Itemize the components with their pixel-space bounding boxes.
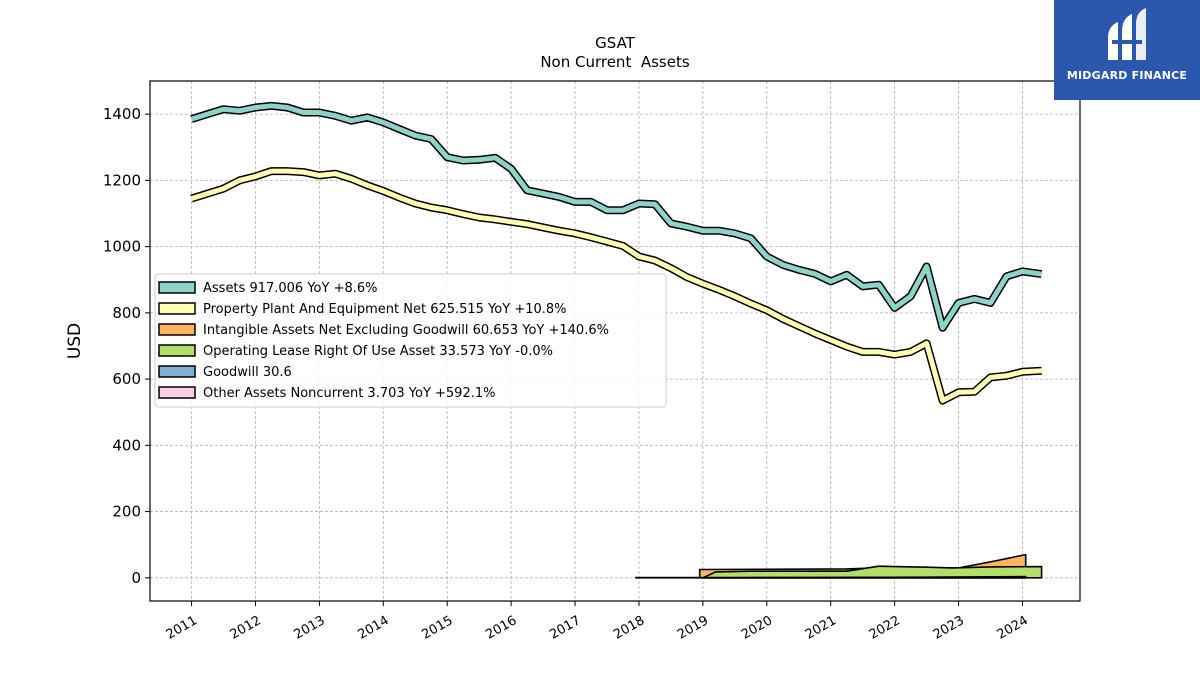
chart-title: GSAT <box>595 34 636 52</box>
series-line-property-plant-and-equipment-net <box>190 168 1042 404</box>
legend-label: Assets 917.006 YoY +8.6% <box>203 281 378 296</box>
legend-swatch <box>158 281 196 294</box>
x-tick-label: 2017 <box>547 613 583 643</box>
x-tick-label: 2016 <box>483 613 519 643</box>
x-tick-label: 2012 <box>228 613 264 643</box>
x-tick-label: 2011 <box>164 613 200 643</box>
legend: Assets 917.006 YoY +8.6% Property Plant A… <box>154 273 667 408</box>
series-layer <box>190 101 1043 579</box>
x-tick-label: 2013 <box>292 613 328 643</box>
y-tick-label: 600 <box>112 370 141 388</box>
legend-swatch <box>158 302 196 315</box>
x-tick-label: 2020 <box>739 613 775 643</box>
x-tick-label: 2019 <box>675 613 711 643</box>
y-tick-label: 1000 <box>103 238 141 256</box>
x-tick-label: 2015 <box>419 613 455 643</box>
legend-box <box>154 273 667 408</box>
legend-swatch <box>158 344 196 357</box>
legend-swatch <box>158 323 196 336</box>
legend-label: Property Plant And Equipment Net 625.515… <box>203 302 567 317</box>
legend-swatch <box>158 386 196 399</box>
x-tick-label: 2022 <box>867 613 903 643</box>
y-tick-label: 200 <box>112 503 141 521</box>
y-tick-label: 0 <box>131 569 141 587</box>
y-tick-label: 800 <box>112 304 141 322</box>
legend-swatch <box>158 365 196 378</box>
plot-frame <box>149 80 1081 602</box>
legend-label: Operating Lease Right Of Use Asset 33.57… <box>203 344 553 359</box>
y-tick-label: 1400 <box>103 105 141 123</box>
chart-subtitle: Non Current Assets <box>540 53 690 71</box>
legend-label: Goodwill 30.6 <box>203 365 292 380</box>
legend-label: Intangible Assets Net Excluding Goodwill… <box>203 323 609 338</box>
y-tick-label: 1200 <box>103 171 141 189</box>
brand-name: MIDGARD FINANCE <box>1066 69 1188 82</box>
brand-logo: MIDGARD FINANCE <box>1054 0 1200 100</box>
y-tick-label: 400 <box>112 436 141 454</box>
y-axis-label: USD <box>65 323 85 359</box>
x-tick-label: 2023 <box>931 613 967 643</box>
legend-label: Other Assets Noncurrent 3.703 YoY +592.1… <box>203 386 495 401</box>
series-area-other-assets-noncurrent <box>635 575 1027 579</box>
x-tick-label: 2024 <box>995 613 1031 643</box>
series-line-assets <box>190 103 1042 331</box>
x-tick-label: 2018 <box>611 613 647 643</box>
x-tick-label: 2014 <box>355 613 391 643</box>
series-area-operating-lease-right-of-use-asset <box>702 565 1043 579</box>
x-tick-label: 2021 <box>803 613 839 643</box>
midgard-logo-icon <box>1108 8 1146 60</box>
